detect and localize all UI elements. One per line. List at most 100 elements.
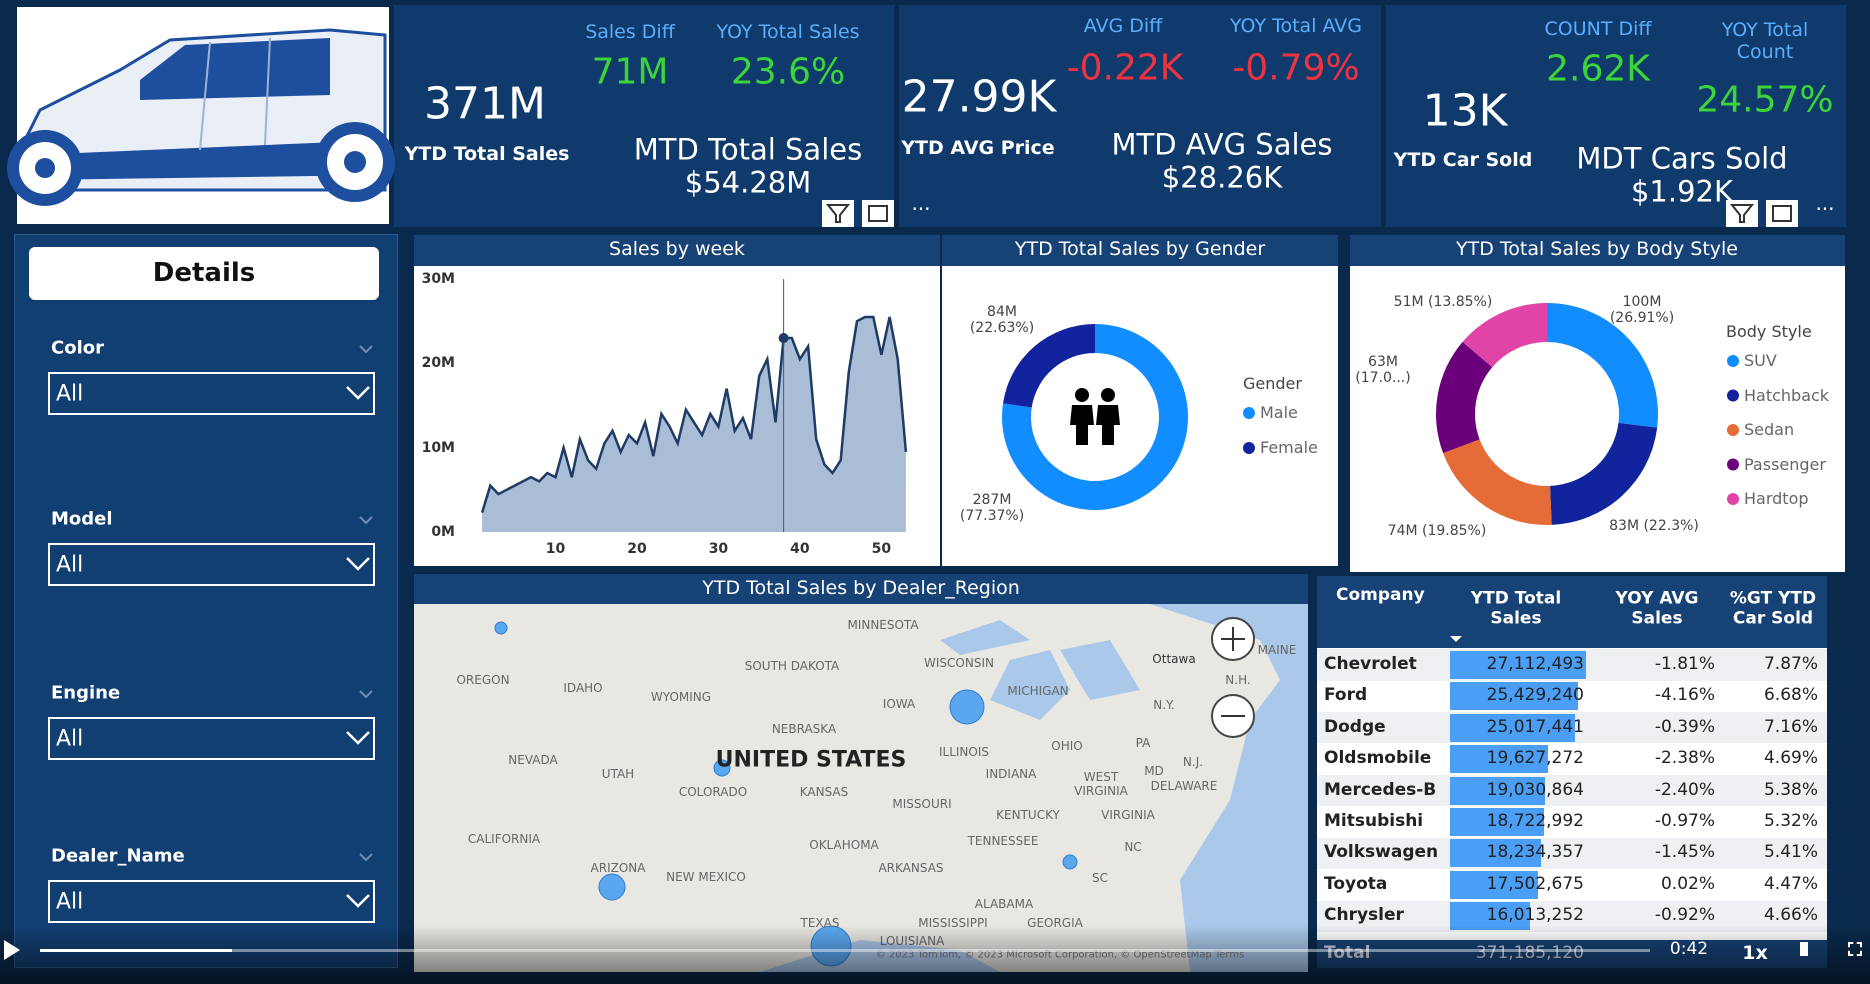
player-speed[interactable]: 1x [1742, 942, 1768, 965]
fullscreen-button[interactable] [1848, 942, 1862, 956]
line [480, 315, 908, 513]
map-label: MAINE [1257, 643, 1297, 658]
donut-slice [1002, 324, 1188, 510]
kpi-yoy-label: YOY Total AVG [1229, 15, 1363, 38]
map-label: N.Y. [1153, 698, 1175, 713]
collapse-chevron [359, 516, 373, 525]
cell: 6.68% [1763, 685, 1818, 706]
cell: 4.47% [1763, 874, 1818, 895]
play-button[interactable] [4, 940, 20, 960]
dropdown-value: All [56, 889, 84, 915]
dropdown-chevron [346, 894, 370, 908]
collapse-chevron [359, 345, 373, 354]
data-bar [1450, 808, 1544, 836]
cell: Volkswagen [1324, 842, 1439, 863]
details-box [29, 247, 379, 300]
dropdown-value: All [56, 726, 84, 752]
cell: 25,429,240 [1486, 685, 1584, 706]
map-label: NC [1124, 840, 1142, 855]
sort-indicator [1450, 636, 1462, 642]
map-label: VIRGINIA [1101, 808, 1155, 823]
person-icon [1101, 388, 1115, 402]
map-label: OKLAHOMA [809, 838, 879, 853]
cell: -0.92% [1654, 905, 1715, 926]
map-label: ILLINOIS [938, 745, 990, 760]
data-bar [1450, 776, 1546, 805]
volume-button[interactable] [1800, 942, 1808, 956]
kpi-diff-label: COUNT Diff [1544, 18, 1652, 41]
kpi-label: YTD Total Sales [404, 143, 570, 166]
filter-label: Dealer_Name [51, 845, 185, 867]
dropdown[interactable] [48, 372, 375, 415]
svg-text:···: ··· [911, 197, 930, 221]
map-label: SC [1092, 871, 1108, 886]
cell: Mitsubishi [1324, 811, 1424, 832]
map-label: OHIO [1051, 739, 1083, 754]
dropdown-chevron [346, 731, 370, 745]
donut-slice [1003, 324, 1095, 408]
data-label: 84M (22.63%) [969, 303, 1035, 336]
legend-swatch [1727, 458, 1739, 471]
map-label: ARIZONA [590, 861, 646, 876]
dropdown[interactable] [48, 717, 375, 760]
cell: 16,013,252 [1486, 905, 1584, 926]
card-icons[interactable]: ··· ··· [822, 197, 1842, 227]
map-panel [414, 574, 1308, 972]
data-label: 83M (22.3%) [1609, 517, 1699, 534]
data-label: 63M (17.0...) [1355, 353, 1411, 386]
person-icon [1070, 405, 1094, 445]
map-label: ARKANSAS [878, 861, 944, 876]
kpi-mtd: MTD AVG Sales $28.26K [1111, 127, 1333, 195]
map-label: UNITED STATES [715, 747, 907, 773]
map-label: DELAWARE [1150, 779, 1218, 794]
x-tick-label: 50 [871, 540, 892, 557]
y-tick-label: 0M [431, 523, 455, 540]
player-time: 0:42 [1669, 939, 1709, 960]
cell: 4.69% [1763, 748, 1818, 769]
donut-slice [1462, 303, 1547, 368]
map-label: Ottawa [1152, 652, 1196, 667]
map-label: INDIANA [985, 767, 1037, 782]
donut-slice [1550, 422, 1658, 525]
legend-swatch [1243, 442, 1255, 454]
map-label: MISSOURI [892, 797, 952, 812]
map-label: SOUTH DAKOTA [744, 659, 840, 674]
player-shade [0, 925, 1870, 984]
kpi-yoy-value: -0.79% [1232, 47, 1360, 89]
cell: Toyota [1324, 874, 1388, 895]
map-label: COLORADO [678, 785, 748, 800]
cell: Chevrolet [1324, 654, 1417, 675]
dropdown-chevron [346, 386, 370, 400]
cell: 5.32% [1763, 811, 1818, 832]
cell: Oldsmobile [1324, 748, 1432, 769]
map-label: KANSAS [799, 785, 849, 800]
legend-label: Hatchback [1744, 385, 1830, 405]
kpi-diff-label: Sales Diff [585, 21, 675, 44]
collapse-chevron [359, 853, 373, 862]
map-label: NEVADA [508, 753, 558, 768]
cell: 25,017,441 [1486, 717, 1584, 738]
y-tick-label: 20M [421, 355, 455, 372]
dropdown-value: All [56, 552, 84, 578]
data-bar [1450, 713, 1576, 742]
map-label: MD [1144, 764, 1164, 779]
kpi-card [1386, 5, 1846, 227]
cell: Dodge [1324, 717, 1386, 738]
data-bar [1450, 745, 1549, 774]
chart-panel [1350, 235, 1845, 572]
dropdown[interactable] [48, 543, 375, 586]
map-label: KENTUCKY [996, 808, 1060, 823]
cell: 4.66% [1763, 905, 1818, 926]
chart-title: YTD Total Sales by Gender [1014, 238, 1266, 261]
person-icon [1075, 388, 1089, 402]
map-label: NEW MEXICO [666, 870, 746, 885]
map-label: IOWA [882, 697, 916, 712]
legend-swatch [1727, 424, 1739, 436]
legend-label: Hardtop [1744, 488, 1809, 508]
data-label: 287M (77.37%) [959, 491, 1025, 524]
map-label: NEBRASKA [771, 722, 837, 737]
svg-text:···: ··· [1815, 197, 1834, 221]
dropdown[interactable] [48, 880, 375, 923]
kpi-yoy-label: YOY Total Sales [716, 21, 860, 44]
